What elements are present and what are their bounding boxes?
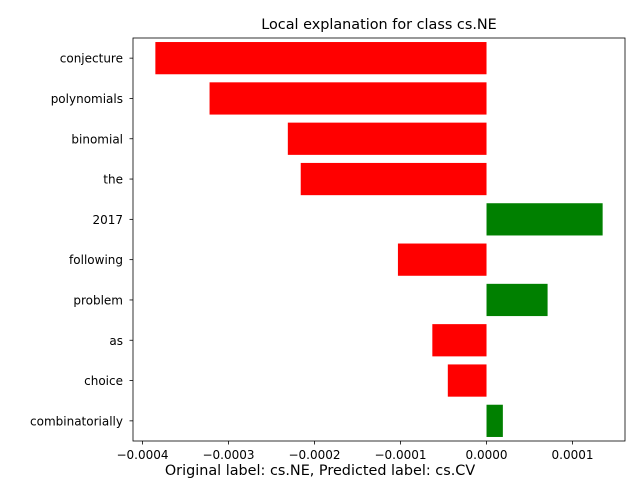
y-tick-label: problem [73,293,123,307]
bar-as [432,324,487,357]
bar-conjecture [155,42,487,75]
chart-title: Local explanation for class cs.NE [261,17,497,33]
x-tick-label: −0.0004 [116,448,168,462]
bar-combinatorially [486,404,503,437]
x-tick-label: 0.0001 [552,448,594,462]
y-axis: conjecture polynomials binomial the 2017 foll… [30,52,133,428]
y-tick-label: combinatorially [30,414,123,428]
bar-binomial [287,122,487,155]
y-tick-label: the [103,173,123,187]
bar-following [397,243,487,276]
bar-2017 [486,203,603,236]
bars-group [155,42,603,437]
bar-choice [447,364,487,397]
y-tick-label: choice [84,374,123,388]
x-tick-label: 0.0000 [466,448,508,462]
chart-caption: Original label: cs.NE, Predicted label: … [165,463,475,479]
y-tick-label: binomial [71,132,123,146]
x-tick-label: −0.0001 [374,448,426,462]
x-tick-label: −0.0003 [202,448,254,462]
y-tick-label: 2017 [92,213,123,227]
x-axis: −0.0004 −0.0003 −0.0002 −0.0001 0.0000 0.0001 [116,441,594,462]
y-tick-label: following [69,253,123,267]
x-tick-label: −0.0002 [288,448,340,462]
y-tick-label: polynomials [51,92,123,106]
bar-problem [486,283,548,317]
bar-the [300,162,487,196]
y-tick-label: as [109,334,123,348]
plot-frame [132,37,626,442]
bar-polynomials [209,82,487,115]
y-tick-label: conjecture [60,52,123,66]
